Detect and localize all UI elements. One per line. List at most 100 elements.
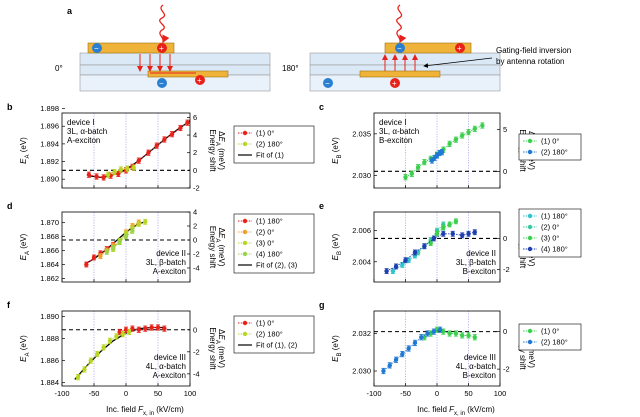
data-point — [123, 327, 129, 332]
data-point — [136, 158, 141, 163]
data-point — [114, 334, 119, 339]
legend-swatch-marker — [527, 328, 533, 334]
series-line — [392, 255, 416, 272]
y2-tick-label: -2 — [193, 347, 200, 356]
panel-label: g — [319, 300, 325, 310]
data-point — [447, 141, 452, 147]
device-annotation: B-exciton — [463, 371, 496, 380]
series-line — [112, 221, 146, 250]
y2-tick-label: 0 — [193, 236, 197, 245]
series-2 — [75, 328, 132, 381]
data-point — [400, 262, 405, 268]
data-point — [422, 335, 427, 340]
y2-tick-label: -2 — [503, 365, 510, 374]
data-point — [431, 236, 437, 241]
data-point — [105, 172, 111, 177]
angle-label-left: 0° — [55, 64, 63, 73]
series-line — [383, 329, 441, 372]
y-axis-label: EB (eV) — [331, 137, 343, 164]
data-point — [118, 167, 124, 172]
y-tick-label: 2.035 — [352, 129, 371, 138]
legend-box — [518, 323, 582, 351]
legend-box — [233, 213, 315, 274]
data-point — [104, 249, 110, 255]
x-axis-title-left: Inc. field Fx, in (kV/cm) — [106, 405, 184, 417]
data-point — [120, 331, 126, 337]
y2-tick-label: 2 — [193, 222, 197, 231]
y2-tick-label: 0 — [503, 234, 507, 243]
y2-tick-label: 4 — [193, 131, 197, 140]
legend-swatch-marker — [527, 138, 533, 144]
data-point — [178, 125, 183, 131]
y-tick-label: 2.006 — [352, 226, 371, 235]
charge-plus-icon — [157, 43, 167, 53]
data-point — [185, 120, 190, 125]
y-tick-label: 2.030 — [352, 367, 371, 376]
y2-tick-label: 0 — [193, 325, 197, 334]
y-tick-label: 1.898 — [40, 104, 59, 113]
data-point — [415, 164, 421, 170]
legend: (1) 0° (2) 180° — [518, 323, 582, 351]
legend: (1) 0° (2) 180° — [518, 133, 582, 161]
legend-entry: (2) 180° — [256, 140, 283, 149]
data-point — [450, 231, 455, 236]
y-axis-label: EA (eV) — [19, 335, 31, 362]
incident-pulse-right — [396, 4, 407, 44]
data-point — [425, 331, 430, 336]
device-annotation: device III — [464, 353, 496, 362]
data-point — [131, 165, 136, 170]
svg-text:+: + — [197, 76, 202, 85]
x-tick-label: 50 — [464, 389, 472, 398]
legend-entry: (2) 180° — [541, 338, 568, 347]
legend-box — [233, 315, 315, 354]
y2-axis-label-sub: ΔEA (meV) — [214, 329, 226, 368]
data-point — [447, 222, 452, 227]
data-point — [441, 225, 446, 230]
y-tick-label: 2.032 — [352, 329, 371, 338]
charge-minus-icon — [92, 43, 102, 53]
device-annotation: A-exciton — [67, 136, 100, 145]
device-annotation: 3L, α-batch — [67, 127, 107, 136]
legend-swatch-marker — [242, 331, 248, 337]
data-point — [406, 346, 411, 351]
legend-entry: (1) 0° — [256, 319, 274, 328]
data-point — [390, 268, 396, 274]
legend-entry: (1) 180° — [256, 217, 283, 226]
data-point — [149, 325, 154, 330]
svg-text:−: − — [325, 79, 330, 88]
y2-tick-label: -4 — [193, 369, 200, 378]
legend-box — [518, 133, 582, 161]
svg-text:+: + — [392, 79, 397, 88]
panel-label: d — [7, 201, 13, 211]
antenna-bar-right — [384, 42, 472, 54]
data-point — [437, 327, 443, 332]
legend: (1) 0° (2) 180° Fit of (1) — [233, 125, 315, 164]
data-point — [393, 264, 399, 269]
y2-tick-label: -2 — [193, 250, 200, 259]
data-point — [117, 239, 122, 245]
legend-entry: (4) 180° — [256, 250, 283, 259]
data-point — [412, 250, 418, 255]
legend-entry: (2) 180° — [256, 330, 283, 339]
data-point — [403, 174, 408, 180]
y2-tick-label: 2 — [193, 148, 197, 157]
legend-entry-fit: Fit of (1) — [256, 151, 284, 160]
data-point — [143, 326, 148, 331]
y2-tick-label: 6 — [193, 113, 197, 122]
series-2 — [381, 326, 443, 375]
legend-entry: (4) 180° — [541, 245, 568, 254]
data-point — [146, 150, 151, 155]
svg-text:−: − — [159, 79, 164, 88]
data-point — [107, 338, 113, 343]
data-point — [91, 255, 97, 260]
series-3 — [428, 218, 459, 247]
y-axis-label: EB (eV) — [331, 335, 343, 362]
y2-tick-label: 5 — [503, 125, 507, 134]
series-2 — [105, 164, 136, 178]
data-point — [101, 175, 106, 180]
legend: (1) 180° (2) 0° (3) 0° (4) 180° — [518, 208, 582, 258]
data-point — [472, 126, 477, 132]
legend-swatch-marker — [242, 320, 248, 326]
